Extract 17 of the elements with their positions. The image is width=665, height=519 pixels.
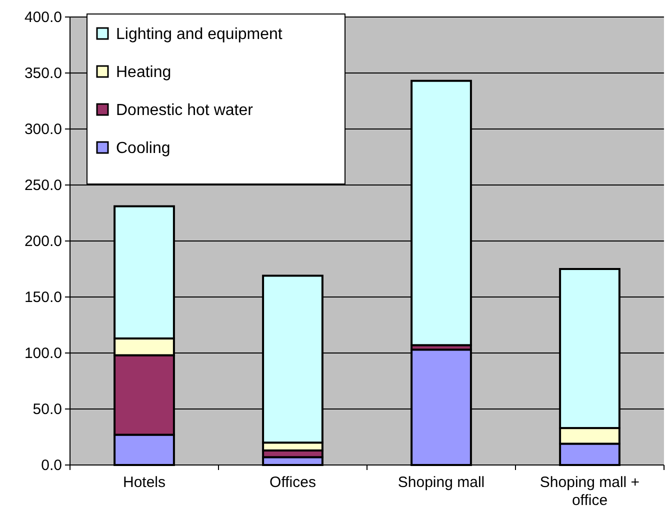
y-tick-label: 150.0: [24, 288, 62, 306]
y-tick-label: 100.0: [24, 344, 62, 362]
x-tick-label: Offices: [270, 474, 316, 491]
x-tick-label: Shoping mall: [398, 474, 485, 491]
legend-label: Heating: [116, 64, 172, 81]
x-tick-label: Shoping mall + office: [540, 474, 640, 509]
x-tick-label: Hotels: [122, 474, 166, 491]
y-tick-label: 400.0: [24, 8, 62, 26]
y-tick-label: 300.0: [24, 120, 62, 138]
legend-label: Lighting and equipment: [116, 26, 283, 43]
y-tick-label: 0.0: [41, 456, 62, 474]
legend-label: Cooling: [116, 140, 170, 157]
y-tick-label: 200.0: [24, 232, 62, 250]
legend-label: Domestic hot water: [116, 102, 254, 119]
y-tick-label: 350.0: [24, 64, 62, 82]
y-tick-label: 250.0: [24, 176, 62, 194]
y-tick-label: 50.0: [32, 400, 62, 418]
